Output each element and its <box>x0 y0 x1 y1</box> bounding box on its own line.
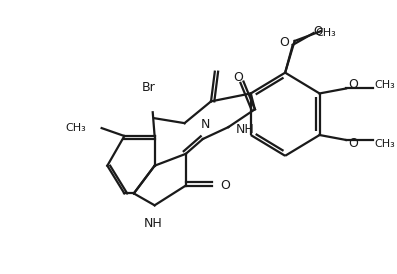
Text: CH₃: CH₃ <box>66 123 87 133</box>
Text: O: O <box>348 78 358 91</box>
Text: NH: NH <box>236 122 255 136</box>
Text: CH₃: CH₃ <box>374 79 395 90</box>
Text: N: N <box>201 118 210 131</box>
Text: O: O <box>279 36 289 50</box>
Text: CH₃: CH₃ <box>315 28 336 38</box>
Text: O: O <box>314 25 323 38</box>
Text: O: O <box>325 23 334 36</box>
Text: O: O <box>233 71 243 84</box>
Text: O: O <box>220 179 230 192</box>
Text: Br: Br <box>142 81 156 95</box>
Text: CH₃: CH₃ <box>374 139 395 149</box>
Text: O: O <box>348 138 358 150</box>
Text: NH: NH <box>143 217 162 230</box>
